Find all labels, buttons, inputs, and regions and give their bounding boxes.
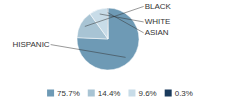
pie-slice bbox=[77, 8, 139, 70]
legend-swatch bbox=[128, 90, 135, 97]
legend-item: 14.4% bbox=[88, 89, 121, 98]
legend-label: 14.4% bbox=[98, 89, 121, 98]
legend-label: 0.3% bbox=[175, 89, 193, 98]
legend-item: 0.3% bbox=[165, 89, 193, 98]
annotations: HISPANIC BLACK WHITE ASIAN bbox=[12, 2, 171, 57]
legend-label: 75.7% bbox=[57, 89, 80, 98]
slices bbox=[77, 8, 139, 70]
chart: HISPANIC BLACK WHITE ASIAN 75.7% 14.4% 9.6% 0.3… bbox=[0, 0, 240, 100]
slice-label: HISPANIC bbox=[12, 40, 49, 49]
leader-line bbox=[108, 13, 144, 33]
legend-item: 9.6% bbox=[128, 89, 156, 98]
legend-item: 75.7% bbox=[47, 89, 80, 98]
pie-area: HISPANIC BLACK WHITE ASIAN bbox=[12, 2, 171, 70]
legend: 75.7% 14.4% 9.6% 0.3% bbox=[47, 89, 193, 98]
legend-label: 9.6% bbox=[138, 89, 156, 98]
slice-label: BLACK bbox=[145, 2, 172, 11]
slice-label: WHITE bbox=[145, 17, 171, 26]
leader-line bbox=[100, 14, 144, 22]
pie-slice bbox=[90, 8, 108, 39]
legend-swatch bbox=[165, 90, 172, 97]
pie-slice bbox=[107, 8, 109, 39]
leader-line bbox=[51, 45, 126, 58]
legend-swatch bbox=[47, 90, 54, 97]
legend-swatch bbox=[88, 90, 95, 97]
slice-label: ASIAN bbox=[145, 28, 169, 37]
